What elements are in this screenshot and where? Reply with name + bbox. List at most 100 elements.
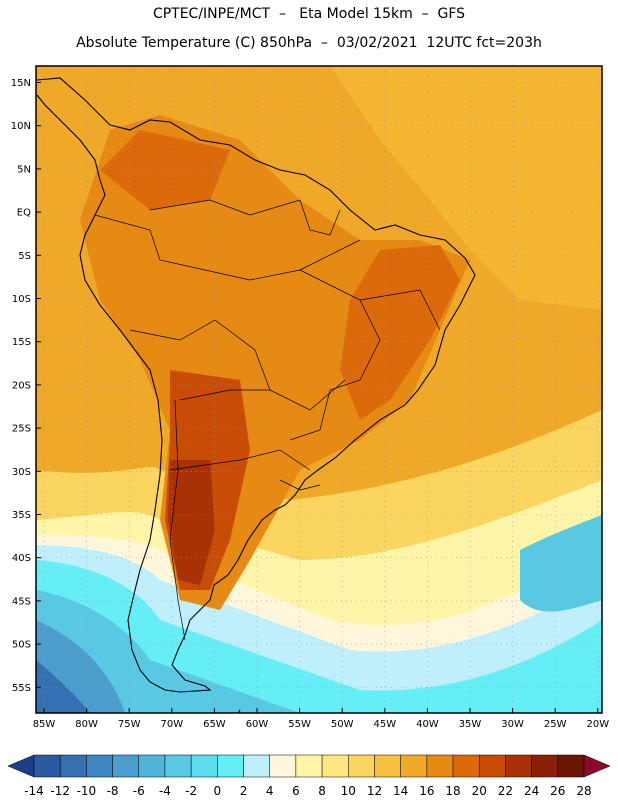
field-ne-brazil [340, 245, 460, 420]
chart-subtitle: Absolute Temperature (C) 850hPa – 03/02/… [76, 35, 542, 51]
colorbar [7, 754, 611, 778]
colorbar-swatch [190, 754, 218, 778]
colorbar-swatch [33, 754, 61, 778]
lon-label: 20W [586, 719, 609, 730]
field-colder [36, 660, 90, 713]
lat-label: 15N [11, 78, 31, 89]
colorbar-swatch [295, 754, 323, 778]
colorbar-swatch [400, 754, 428, 778]
coastline [36, 77, 476, 713]
lon-label: 30W [501, 719, 524, 730]
border-uruguay [279, 479, 321, 491]
colorbar-swatch [269, 754, 297, 778]
colorbar-swatch [478, 754, 506, 778]
colorbar-swatch [505, 754, 532, 778]
border-argentina-north [169, 449, 311, 471]
country-borders [94, 199, 441, 641]
colorbar-swatch [426, 754, 454, 778]
field-16-ne [330, 66, 602, 310]
colorbar-level-label: -4 [159, 784, 171, 798]
colorbar-level-label: 22 [498, 784, 513, 798]
border-bolivia [129, 319, 271, 391]
lat-label: 25S [12, 424, 31, 435]
longitude-labels: 85W 80W 75W 70W 65W 60W 55W 50W 45W 40W 35W 30W 25W 2… [33, 708, 609, 730]
lat-label: 5N [17, 164, 31, 175]
field-argentina-hot [168, 460, 215, 585]
colorbar-min-arrow [7, 754, 35, 778]
lat-label: 45S [12, 596, 31, 607]
field-se-cold [520, 515, 602, 612]
lat-label: 55S [12, 683, 31, 694]
lon-label: 40W [416, 719, 439, 730]
colorbar-level-label: 14 [393, 784, 408, 798]
border-paraguay [179, 379, 346, 411]
lon-label: 80W [75, 719, 98, 730]
lat-label: EQ [17, 208, 31, 219]
lat-label: 10S [12, 294, 31, 305]
lon-label: 60W [246, 719, 269, 730]
colorbar-swatch [59, 754, 87, 778]
colorbar-level-label: -8 [107, 784, 119, 798]
colorbar-level-label: 12 [367, 784, 382, 798]
lat-label: 10N [11, 121, 31, 132]
colorbar-level-label: 16 [419, 784, 434, 798]
border-venezuela [149, 199, 301, 216]
lat-label: 5S [18, 251, 31, 262]
colorbar-swatch [348, 754, 375, 778]
border-chile-argentina [169, 399, 186, 641]
lon-label: 75W [118, 719, 141, 730]
colorbar-swatch [452, 754, 480, 778]
latitude-labels: 15N 10N 5N EQ 5S 10S 15S 20S 25S 30S 35S 40S 45S 50S 5… [11, 78, 41, 694]
colorbar-level-label: 20 [472, 784, 487, 798]
coast-fragment [237, 709, 241, 713]
chart-title: CPTEC/INPE/MCT – Eta Model 15km – GFS [152, 6, 466, 22]
lat-label: 35S [12, 510, 31, 521]
colorbar-max-arrow [583, 754, 611, 778]
colorbar-level-label: -14 [24, 784, 44, 798]
lon-label: 55W [288, 719, 311, 730]
colorbar-level-label: 18 [445, 784, 460, 798]
lat-label: 30S [12, 467, 31, 478]
lat-label: 50S [12, 640, 31, 651]
colorbar-level-label: 8 [318, 784, 326, 798]
colorbar-swatch [112, 754, 140, 778]
colorbar-swatch [86, 754, 113, 778]
colorbar-swatch [321, 754, 349, 778]
colorbar-level-label: -12 [50, 784, 70, 798]
field-north-warm [100, 130, 230, 210]
colorbar-level-label: 10 [341, 784, 356, 798]
colorbar-swatch [164, 754, 192, 778]
colorbar-swatch [374, 754, 401, 778]
colorbar-level-label: 24 [524, 784, 539, 798]
colorbar-level-label: -10 [77, 784, 97, 798]
lat-label: 40S [12, 553, 31, 564]
lon-label: 85W [33, 719, 56, 730]
colorbar-level-label: 28 [576, 784, 591, 798]
border-guianas [299, 199, 341, 236]
border-brazil-ne [359, 289, 441, 331]
colorbar-swatch [531, 754, 559, 778]
colorbar-level-label: -2 [185, 784, 197, 798]
lat-label: 15S [12, 337, 31, 348]
colorbar-swatch [138, 754, 166, 778]
colorbar-level-label: 2 [240, 784, 248, 798]
colorbar-level-label: 6 [292, 784, 300, 798]
lon-label: 25W [544, 719, 567, 730]
lon-label: 45W [373, 719, 396, 730]
colorbar-labels: -14 -12 -10 -8 -6 -4 -2 0 2 4 6 8 10 12 14 16 18 20 22 24 26… [24, 784, 591, 798]
temperature-field [36, 66, 602, 713]
lon-label: 35W [459, 719, 482, 730]
lat-label: 20S [12, 380, 31, 391]
colorbar-level-label: -6 [133, 784, 145, 798]
colorbar-level-label: 4 [266, 784, 274, 798]
lon-label: 50W [331, 719, 354, 730]
colorbar-swatch [243, 754, 270, 778]
map-frame [35, 65, 603, 714]
colorbar-level-label: 0 [214, 784, 222, 798]
south-america-outline [36, 77, 476, 693]
lon-label: 65W [203, 719, 226, 730]
colorbar-level-label: 26 [550, 784, 565, 798]
lon-label: 70W [160, 719, 183, 730]
colorbar-swatch [217, 754, 244, 778]
